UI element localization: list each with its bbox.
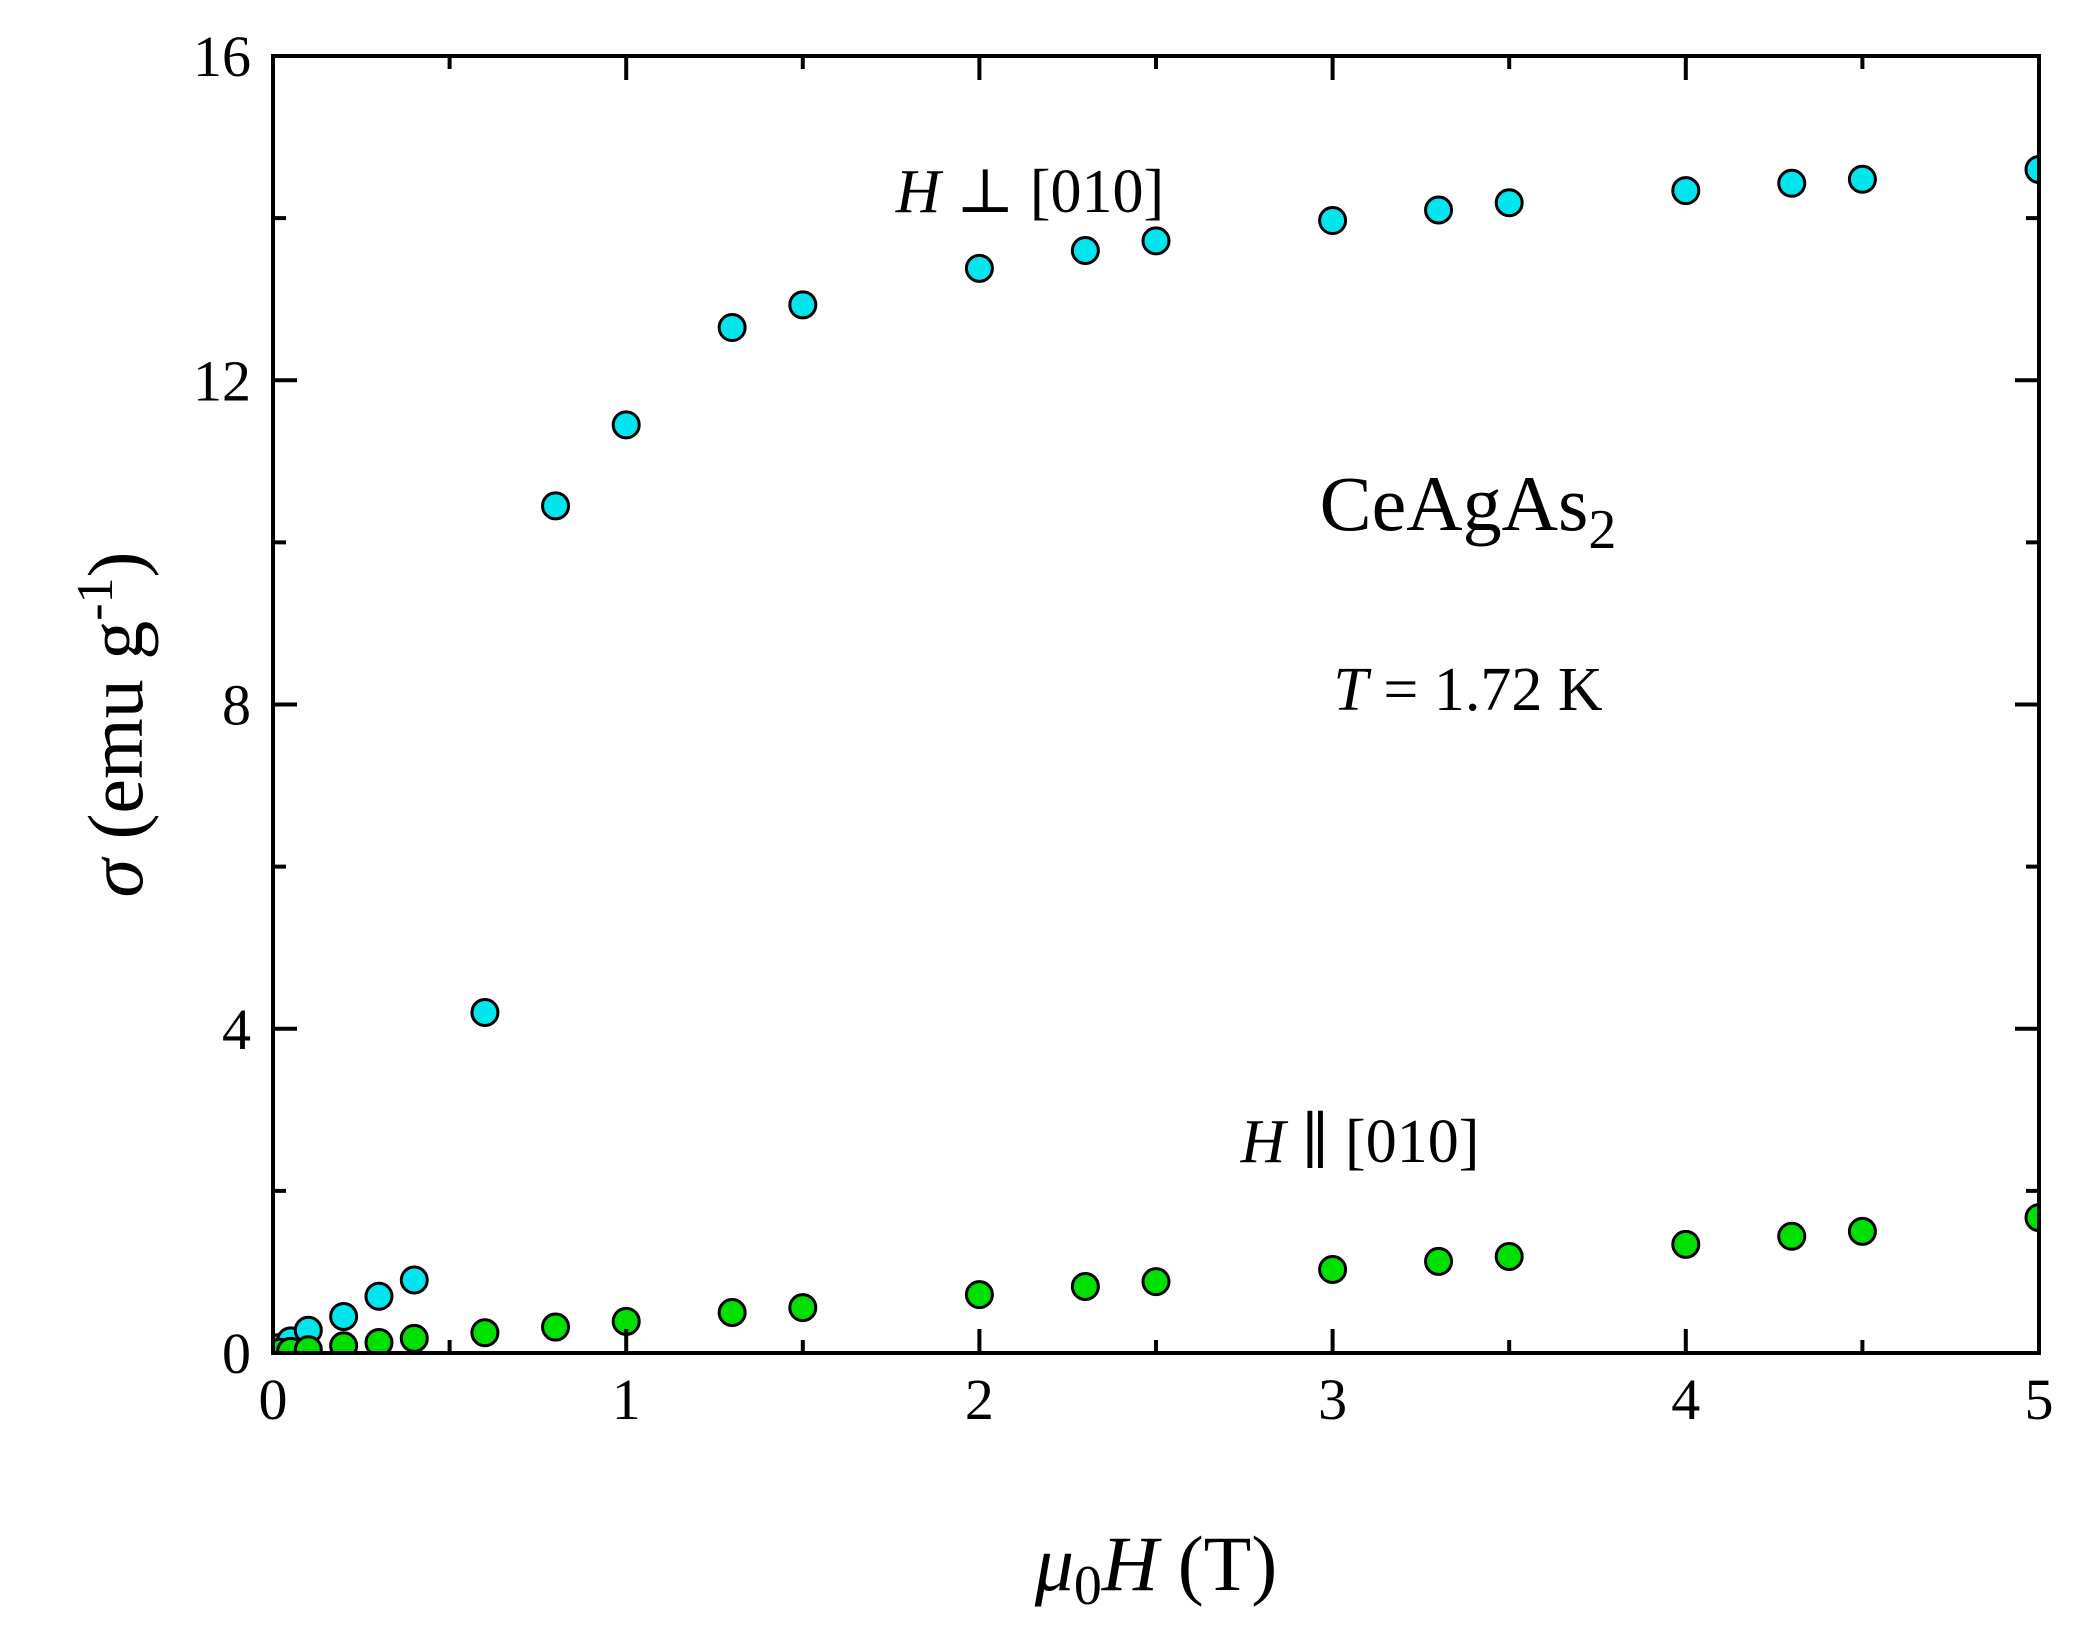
par-rest: ∥ [010] xyxy=(1285,1108,1479,1176)
x-title-h: H xyxy=(1101,1520,1162,1607)
temperature-label: T = 1.72 K xyxy=(1333,656,1602,724)
compound-main: CeAgAs xyxy=(1320,460,1589,547)
point-parallel xyxy=(293,1335,323,1353)
x-tick-label: 1 xyxy=(612,1367,641,1432)
y-title-unit: (emu g xyxy=(72,621,159,859)
y-tick-label: 0 xyxy=(222,1321,251,1386)
point-perpendicular xyxy=(470,998,500,1028)
point-perpendicular xyxy=(1318,206,1348,236)
point-parallel xyxy=(1494,1242,1524,1272)
x-title-unit: (T) xyxy=(1158,1520,1277,1607)
point-parallel xyxy=(717,1297,747,1327)
compound-sub: 2 xyxy=(1588,499,1616,561)
point-perpendicular xyxy=(1847,164,1877,194)
point-perpendicular xyxy=(329,1302,359,1332)
point-parallel xyxy=(1318,1255,1348,1285)
point-perpendicular xyxy=(788,290,818,320)
point-perpendicular xyxy=(1070,236,1100,266)
temp-symbol: T xyxy=(1333,656,1372,724)
x-tick-label: 5 xyxy=(2025,1367,2054,1432)
point-parallel xyxy=(1671,1229,1701,1259)
x-title-mu: μ xyxy=(1034,1520,1074,1607)
point-perpendicular xyxy=(1671,176,1701,206)
y-title-sigma: σ xyxy=(72,857,159,898)
data-markers xyxy=(273,154,2039,1353)
par-h: H xyxy=(1240,1108,1289,1176)
x-axis-title: μ0H (T) xyxy=(1034,1520,1278,1617)
y-tick-label: 4 xyxy=(222,997,251,1062)
point-parallel xyxy=(1424,1246,1454,1276)
point-perpendicular xyxy=(364,1281,394,1311)
y-tick-label: 12 xyxy=(193,348,251,413)
compound-label: CeAgAs2 xyxy=(1320,460,1617,561)
perp-h: H xyxy=(895,158,944,226)
point-parallel xyxy=(1070,1272,1100,1302)
point-perpendicular xyxy=(717,313,747,343)
x-tick-label: 0 xyxy=(259,1367,288,1432)
point-parallel xyxy=(788,1293,818,1323)
point-parallel xyxy=(470,1318,500,1348)
point-parallel xyxy=(1847,1216,1877,1246)
y-tick-label: 16 xyxy=(193,24,251,89)
point-perpendicular xyxy=(964,253,994,283)
point-perpendicular xyxy=(1777,168,1807,198)
point-parallel xyxy=(399,1323,429,1353)
series-label-perpendicular: H ⊥ [010] xyxy=(895,158,1164,226)
x-tick-label: 2 xyxy=(965,1367,994,1432)
point-perpendicular xyxy=(2024,154,2039,184)
y-title-exp: -1 xyxy=(67,577,124,620)
point-parallel xyxy=(541,1312,571,1342)
point-parallel xyxy=(364,1327,394,1353)
y-title-close: ) xyxy=(72,551,159,577)
x-title-sub: 0 xyxy=(1074,1555,1102,1617)
point-perpendicular xyxy=(399,1265,429,1295)
point-perpendicular xyxy=(1424,195,1454,225)
point-parallel xyxy=(2024,1203,2039,1233)
point-perpendicular xyxy=(611,410,641,440)
point-parallel xyxy=(1777,1221,1807,1251)
series-label-parallel: H ∥ [010] xyxy=(1240,1108,1480,1176)
point-perpendicular xyxy=(1494,188,1524,218)
y-tick-label: 8 xyxy=(222,673,251,738)
x-tick-label: 3 xyxy=(1318,1367,1347,1432)
point-perpendicular xyxy=(541,491,571,521)
perp-rest: ⊥ [010] xyxy=(941,158,1165,226)
point-parallel xyxy=(329,1331,359,1353)
x-tick-label: 4 xyxy=(1671,1367,1700,1432)
y-axis-title: σ (emu g-1) xyxy=(67,551,159,897)
point-parallel xyxy=(964,1280,994,1310)
point-perpendicular xyxy=(1141,226,1171,256)
axis-ticks xyxy=(271,54,2041,1355)
point-parallel xyxy=(1141,1267,1171,1297)
temp-value: = 1.72 K xyxy=(1368,656,1603,724)
